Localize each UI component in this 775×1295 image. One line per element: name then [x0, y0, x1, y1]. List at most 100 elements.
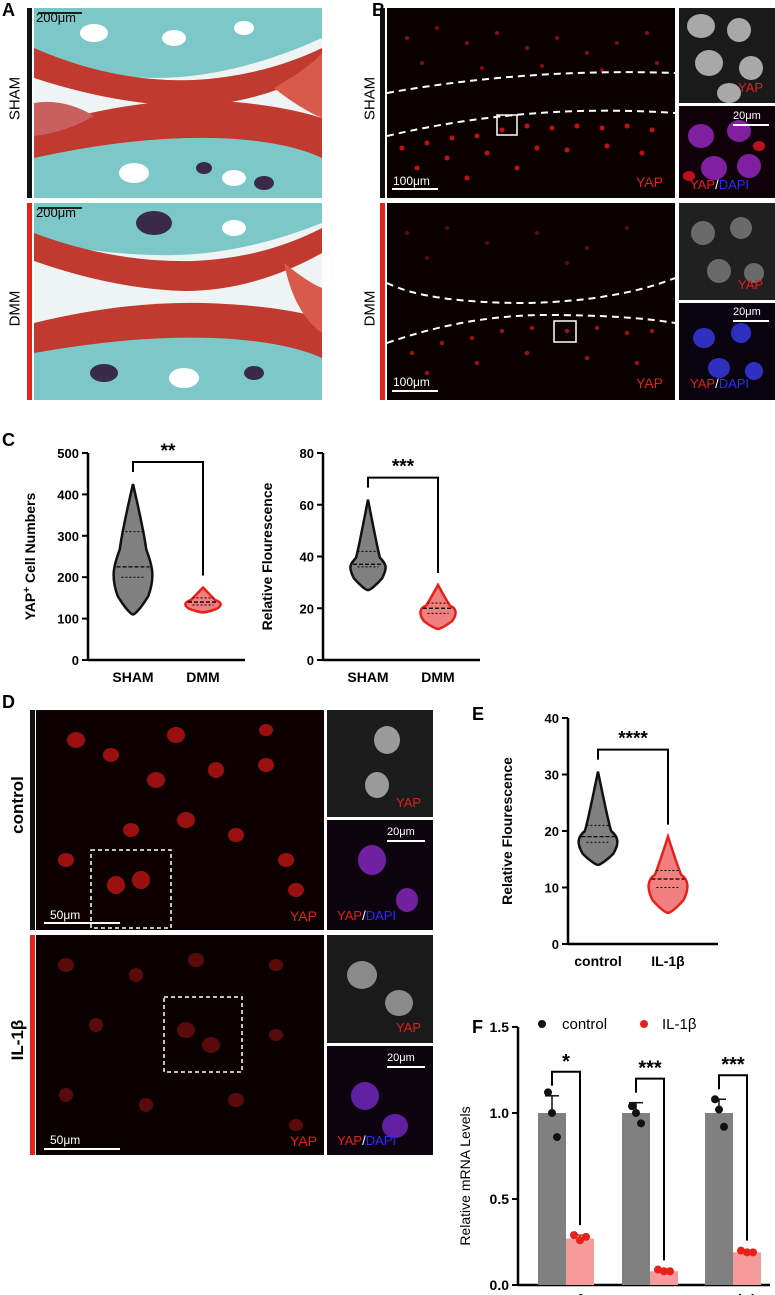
panel-d-control-inset-scale-text: 20μm: [387, 826, 415, 838]
y-axis-label: YAP+ Cell Numbers: [22, 493, 39, 621]
data-point: [715, 1105, 723, 1114]
panel-b-dmm-inset-yap-label: YAP: [738, 277, 764, 292]
legend-control-label: control: [562, 1016, 607, 1033]
significance-bracket: [132, 461, 204, 576]
bar-control-cyr61: [622, 1113, 650, 1285]
significance-label: ***: [638, 1058, 662, 1080]
significance-label: **: [161, 441, 176, 462]
panel-d-il1b-inset-scale-bar: [387, 1066, 425, 1068]
channel-dapi-text: DAPI: [365, 908, 397, 923]
data-point: [576, 1236, 584, 1245]
channel-slash-text: /: [362, 1133, 366, 1148]
panel-d-control-inset-channel-label: YAP/DAPI: [337, 908, 396, 923]
panel-a-sham-histology-image: [34, 8, 322, 198]
data-point: [666, 1267, 674, 1276]
panel-b-sham-fluorescence-image: [387, 8, 675, 198]
panel-b-sham-inset-yap-image: [679, 8, 775, 103]
panel-d-il1b-inset-yap-label: YAP: [396, 1020, 422, 1035]
y-tick-label: 60: [300, 498, 314, 513]
y-tick-label: 400: [57, 487, 79, 502]
channel-slash-text: /: [715, 177, 719, 192]
data-point: [654, 1265, 662, 1274]
significance-bracket: [635, 1077, 665, 1261]
y-axis-label: Relative mRNA Levels: [457, 1106, 473, 1245]
x-tick-label: DMM: [186, 669, 219, 685]
panel-b-sham-yap-label: YAP: [636, 174, 663, 190]
channel-yap-text: YAP: [690, 177, 716, 192]
channel-slash-text: /: [362, 908, 366, 923]
bar-control-ctgf: [538, 1113, 566, 1285]
panel-b-dmm-inset-yap-image: [679, 203, 775, 300]
panel-d-control-yap-label: YAP: [290, 908, 317, 924]
panel-d-control-inset-yap-image: [327, 710, 433, 817]
x-tick-label: Survivin: [703, 1292, 762, 1295]
y-tick-label: 100: [57, 612, 79, 627]
data-point: [720, 1122, 728, 1131]
channel-yap-text: YAP: [337, 908, 363, 923]
chart-f-relative-mrna-levels: 0.0 0.5 1.0 1.5 Relative mRNA Levels control I…: [457, 1016, 770, 1295]
panel-d-label-il1b: IL-1β: [8, 1019, 27, 1061]
significance-label: ****: [618, 729, 648, 750]
y-tick-label: 20: [545, 824, 559, 839]
significance-bracket: [718, 1074, 748, 1241]
y-tick-label: 0: [72, 653, 79, 668]
panel-d-il1b-inset-channel-label: YAP/DAPI: [337, 1133, 396, 1148]
data-point: [660, 1267, 668, 1276]
data-point: [749, 1248, 757, 1257]
data-point: [637, 1119, 645, 1128]
significance-bracket: [367, 476, 439, 573]
y-tick-label: 0: [552, 937, 559, 952]
y-tick-label: 0.0: [490, 1277, 510, 1293]
channel-dapi-text: DAPI: [365, 1133, 397, 1148]
panel-label-d: D: [2, 692, 15, 712]
panel-d-il1b-yap-label: YAP: [290, 1133, 317, 1149]
panel-b-dmm-inset-merge-image: [679, 303, 775, 400]
panel-d-control-inset-merge-image: [327, 820, 433, 930]
y-tick-label: 20: [300, 601, 314, 616]
panel-a-label-dmm: DMM: [6, 290, 24, 327]
panel-b-sham-inset-merge-image: [679, 106, 775, 198]
x-tick-label: Ctgf: [551, 1292, 583, 1295]
y-tick-label: 1.5: [490, 1019, 510, 1035]
panel-b-sham-inset-channel-label: YAP/DAPI: [690, 177, 749, 192]
panel-label-a: A: [2, 0, 15, 20]
y-axis-label: Relative Flourescence: [499, 757, 515, 905]
y-tick-label: 40: [545, 711, 559, 726]
legend-control-dot: [538, 1020, 546, 1028]
y-tick-label: 40: [300, 550, 314, 565]
panel-b-scale-bar-sham: [392, 188, 438, 190]
y-axis-label: Relative Flourescence: [259, 482, 275, 630]
significance-label: *: [562, 1051, 570, 1073]
panel-b-dmm-fluorescence-image: [387, 203, 675, 400]
bar-il-1β-ctgf: [566, 1238, 594, 1285]
panel-b-sham-inset-scale-bar: [733, 124, 769, 126]
panel-d-control-inset-scale-bar: [387, 840, 425, 842]
data-point: [548, 1109, 556, 1117]
panel-d-scale-text-il1b: 50μm: [50, 1133, 81, 1147]
x-tick-label: IL-1β: [651, 953, 685, 969]
panel-b-label-sham: SHAM: [361, 76, 379, 121]
panel-b-sham-inset-yap-label: YAP: [738, 80, 764, 95]
data-point: [628, 1102, 636, 1111]
panel-label-e: E: [472, 704, 485, 724]
legend-il1b-dot: [640, 1020, 648, 1028]
panel-d-il1b-fluorescence-image: [36, 935, 324, 1155]
data-point: [582, 1232, 590, 1241]
data-point: [743, 1248, 751, 1257]
panel-b-scale-text-sham: 100μm: [393, 174, 430, 188]
y-axis-label-superscript: +: [22, 587, 33, 593]
violin-dmm: [184, 585, 222, 614]
channel-dapi-text: DAPI: [718, 177, 750, 192]
panel-b-scale-text-dmm: 100μm: [393, 375, 430, 389]
panel-d-label-control: control: [8, 776, 27, 834]
data-point: [632, 1109, 640, 1117]
legend-il1b-label: IL-1β: [662, 1016, 697, 1033]
chart-e-relative-fluorescence: 0 10 20 30 40 control IL-1β Relative Flourescen…: [499, 711, 718, 969]
significance-label: ***: [392, 457, 415, 478]
violin-control: [577, 771, 619, 867]
panel-a-label-sham: SHAM: [6, 76, 24, 121]
panel-d-il1b-inset-yap-image: [327, 935, 433, 1043]
y-tick-label: 200: [57, 570, 79, 585]
y-axis-label-rest: Cell Numbers: [22, 493, 38, 587]
y-tick-label: 300: [57, 529, 79, 544]
